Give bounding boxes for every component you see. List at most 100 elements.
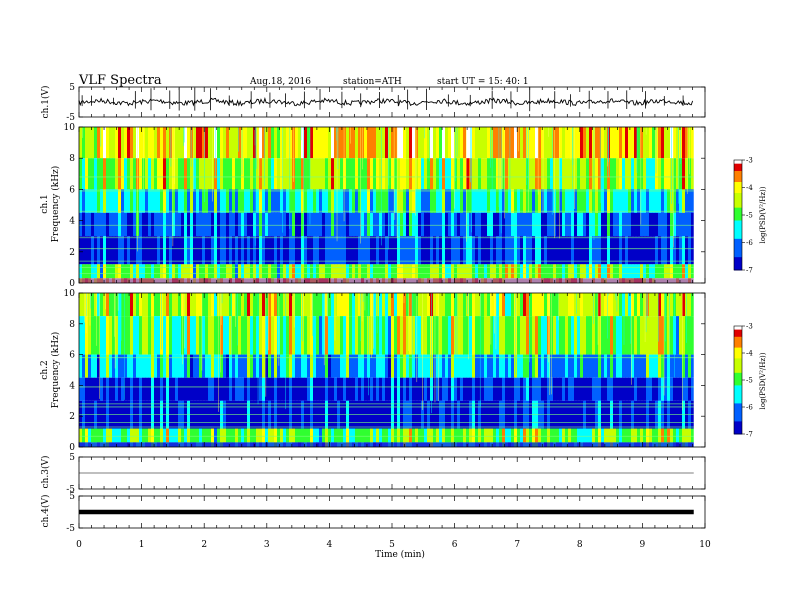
- spectrogram-cell: [610, 293, 614, 317]
- spectrogram-cell: [610, 377, 614, 401]
- spectrogram-cell: [208, 264, 212, 279]
- spectrogram-cell: [505, 127, 509, 159]
- spectrogram-cell: [679, 212, 683, 237]
- spectrogram-cell: [211, 377, 215, 401]
- spectrogram-cell: [559, 428, 563, 443]
- spectrogram-cell: [484, 316, 488, 355]
- spectrogram-cell: [220, 127, 224, 159]
- spectrogram-cell: [331, 236, 335, 265]
- x-tick-label: 7: [514, 540, 520, 550]
- spectrogram-cell: [259, 264, 263, 279]
- spectrogram-cell: [100, 189, 104, 213]
- spectrogram-cell: [298, 428, 302, 443]
- colorbar-segment: [734, 360, 742, 363]
- spectrogram-cell: [115, 236, 119, 265]
- spectrogram-cell: [214, 212, 218, 237]
- spectrogram-cell: [376, 158, 380, 190]
- spectrogram-cell: [247, 293, 251, 317]
- spectrogram-cell: [589, 377, 593, 401]
- spectrogram-cell: [160, 377, 164, 401]
- spectrogram-cell: [259, 316, 263, 355]
- spectrogram-cell: [574, 158, 578, 190]
- spectrogram-cell: [274, 293, 278, 317]
- spectrogram-cell: [406, 264, 410, 279]
- spectrogram-cell: [679, 189, 683, 213]
- spectrogram-cell: [529, 377, 533, 401]
- spectrogram-cell: [490, 316, 494, 355]
- spectrogram-cell: [550, 377, 554, 401]
- spectrogram-cell: [310, 354, 314, 378]
- spectrogram-cell: [100, 236, 104, 265]
- spectrogram-cell: [424, 293, 428, 317]
- spectrogram-cell: [121, 158, 125, 190]
- spectrogram-cell: [439, 377, 443, 401]
- spectrogram-cell: [670, 354, 674, 378]
- spectrogram-cell: [85, 316, 89, 355]
- spectrogram-cell: [652, 212, 656, 237]
- spectrogram-cell: [226, 158, 230, 190]
- colorbar-segment: [734, 351, 742, 354]
- spectrogram-cell: [676, 212, 680, 237]
- spectrogram-cell: [568, 316, 572, 355]
- spectrogram-cell: [664, 428, 668, 443]
- spectrogram-cell: [520, 264, 524, 279]
- spectrogram-cell: [127, 236, 131, 265]
- spectrogram-cell: [535, 264, 539, 279]
- spectrogram-cell: [595, 189, 599, 213]
- colorbar-segment: [734, 191, 742, 194]
- spectrogram-cell: [226, 212, 230, 237]
- spectrogram-cell: [646, 377, 650, 401]
- spectrogram-cell: [94, 127, 98, 159]
- spectrogram-cell: [100, 293, 104, 317]
- spectrogram-cell: [91, 428, 95, 443]
- spectrogram-cell: [490, 189, 494, 213]
- spectrogram-cell: [268, 158, 272, 190]
- spectrogram-cell: [187, 316, 191, 355]
- spectrogram-cell: [628, 354, 632, 378]
- spectrogram-cell: [322, 189, 326, 213]
- spectrogram-cell: [634, 377, 638, 401]
- colorbar-segment: [734, 401, 742, 404]
- spectrogram-cell: [580, 127, 584, 159]
- spectrogram-cell: [136, 428, 140, 443]
- spectrogram-cell: [598, 377, 602, 401]
- spectrogram-cell: [571, 293, 575, 317]
- spectrogram-cell: [130, 127, 134, 159]
- colorbar-segment: [734, 215, 742, 218]
- spectrogram-cell: [424, 127, 428, 159]
- spectrogram-cell: [370, 212, 374, 237]
- spectrogram-cell: [679, 264, 683, 279]
- spectrogram-cell: [580, 428, 584, 443]
- spectrogram-cell: [151, 236, 155, 265]
- spectrogram-cell: [295, 377, 299, 401]
- spectrogram-cell: [139, 158, 143, 190]
- spectrogram-cell: [544, 428, 548, 443]
- spectrogram-cell: [154, 127, 158, 159]
- spectrogram-cell: [565, 189, 569, 213]
- spectrogram-cell: [172, 316, 176, 355]
- spectrogram-cell: [676, 127, 680, 159]
- spectrogram-cell: [628, 212, 632, 237]
- ch3-waveform-panel: 5-5: [66, 453, 706, 495]
- spectrogram-cell: [337, 264, 341, 279]
- spectrogram-cell: [331, 316, 335, 355]
- spectrogram-cell: [538, 354, 542, 378]
- spectrogram-cell: [475, 293, 479, 317]
- spectrogram-cell: [418, 264, 422, 279]
- spectrogram-cell: [142, 264, 146, 279]
- spectrogram-cell: [241, 189, 245, 213]
- spectrogram-cell: [487, 264, 491, 279]
- spectrogram-cell: [121, 354, 125, 378]
- spectrogram-cell: [88, 428, 92, 443]
- spectrogram-cell: [211, 236, 215, 265]
- spectrogram-cell: [91, 189, 95, 213]
- spectrogram-cell: [634, 316, 638, 355]
- spectrogram-cell: [508, 428, 512, 443]
- spectrogram-cell: [346, 264, 350, 279]
- spectrogram-cell: [481, 158, 485, 190]
- spectrogram-cell: [367, 377, 371, 401]
- spectrogram-cell: [637, 354, 641, 378]
- spectrogram-cell: [202, 293, 206, 317]
- colorbar-segment: [734, 365, 742, 368]
- spectrogram-cell: [619, 158, 623, 190]
